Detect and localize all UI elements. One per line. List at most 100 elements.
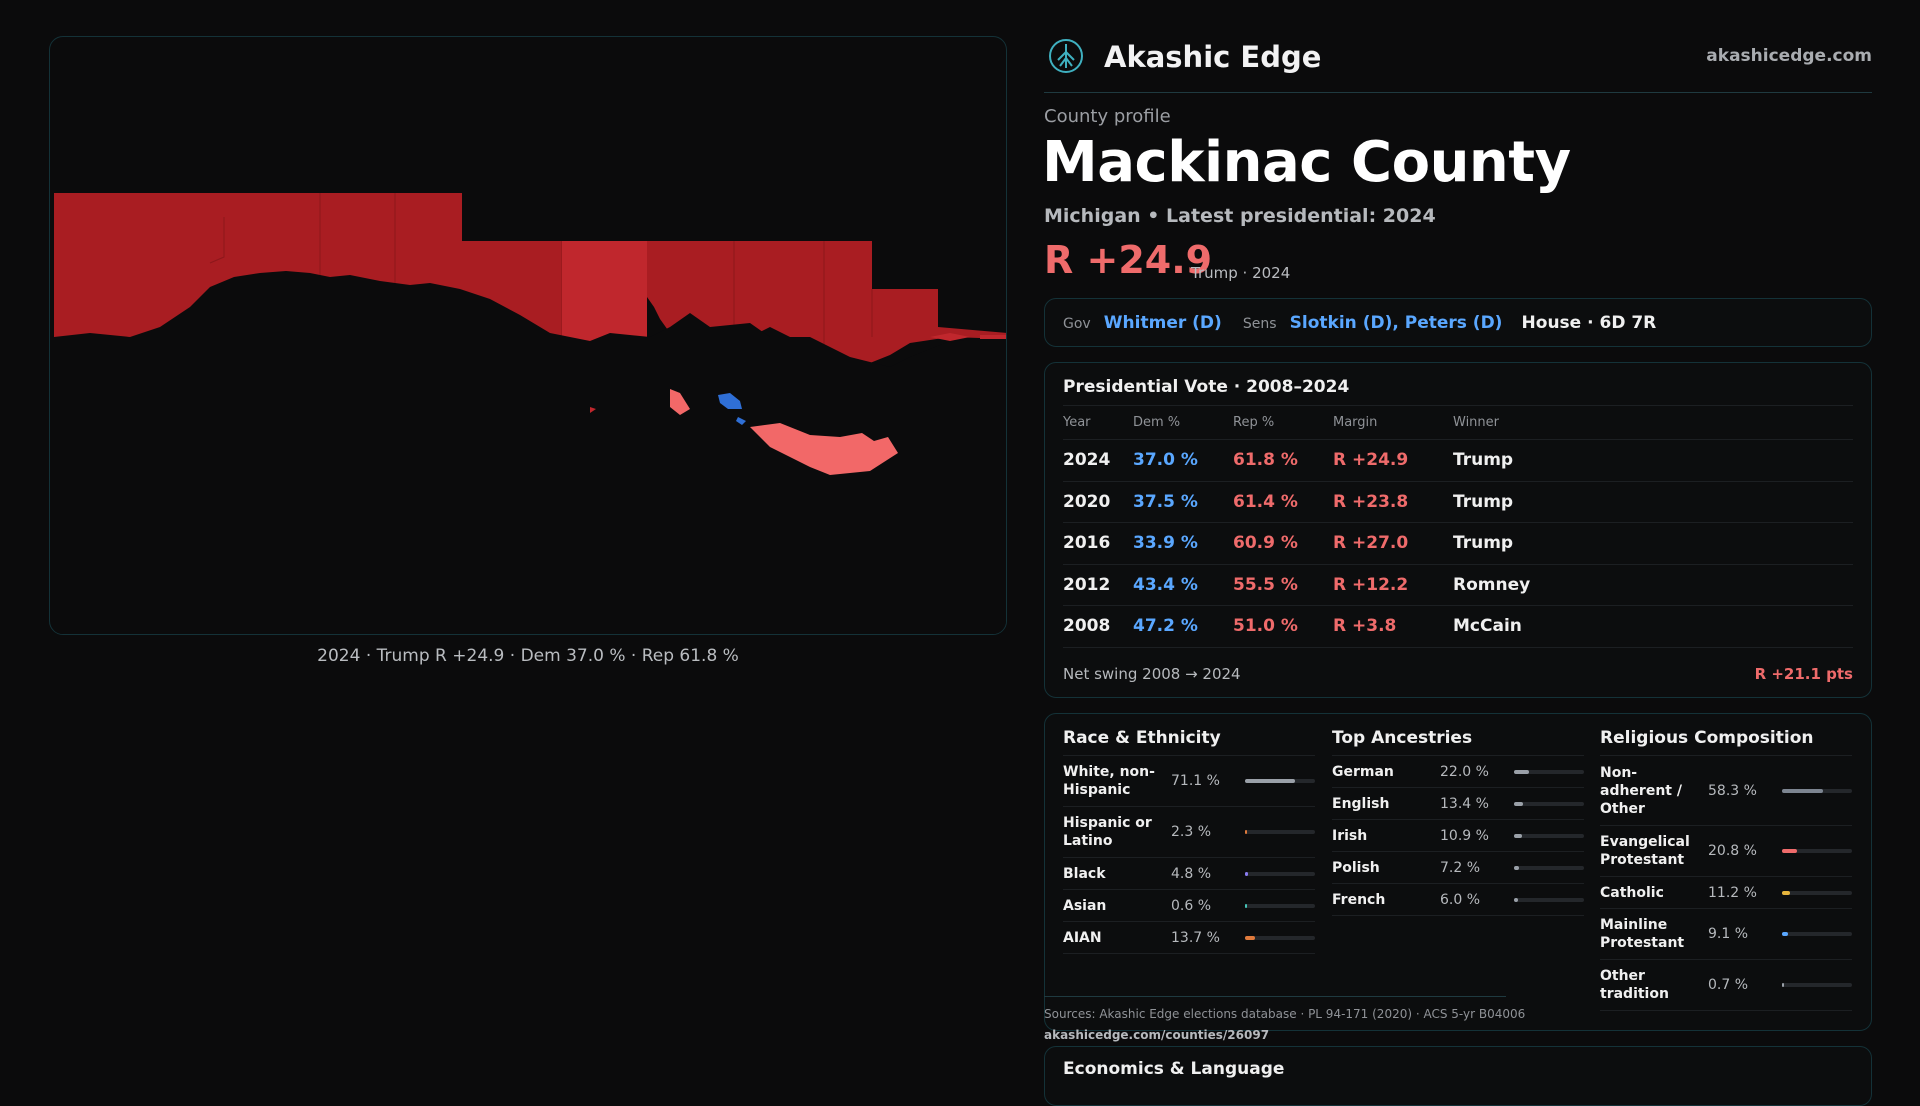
officials-row: Gov Whitmer (D) Sens Slotkin (D), Peters… <box>1063 313 1656 333</box>
row-winner: Trump <box>1453 522 1853 565</box>
race-label: White, non-Hispanic <box>1063 764 1155 798</box>
religion-bar <box>1782 983 1852 987</box>
ancestry-row[interactable]: English 13.4 % <box>1332 788 1584 820</box>
row-dem: 37.0 % <box>1133 439 1233 482</box>
col-year[interactable]: Year <box>1063 405 1133 440</box>
religion-bar <box>1782 890 1852 895</box>
race-bar <box>1245 935 1315 940</box>
religion-bar-fill <box>1782 983 1784 987</box>
table-row[interactable]: 2012 43.4 % 55.5 % R +12.2 Romney <box>1063 564 1853 606</box>
presidential-title: Presidential Vote · 2008–2024 <box>1063 377 1350 397</box>
col-rep[interactable]: Rep % <box>1233 405 1333 440</box>
row-margin: R +3.8 <box>1333 605 1453 648</box>
ancestry-label: German <box>1332 763 1394 780</box>
ancestry-row[interactable]: German 22.0 % <box>1332 756 1584 788</box>
map-st-ignace[interactable] <box>670 389 690 415</box>
religion-row[interactable]: Catholic 11.2 % <box>1600 877 1852 909</box>
map-caption: 2024 · Trump R +24.9 · Dem 37.0 % · Rep … <box>317 646 739 666</box>
ancestry-bar-fill <box>1514 801 1524 806</box>
ancestry-value: 7.2 % <box>1440 859 1481 876</box>
row-year: 2024 <box>1063 439 1133 482</box>
religion-value: 58.3 % <box>1708 782 1757 799</box>
religion-row[interactable]: Evangelical Protestant 20.8 % <box>1600 826 1852 877</box>
race-bar-fill <box>1245 903 1247 908</box>
row-winner: Trump <box>1453 439 1853 482</box>
religion-value: 20.8 % <box>1708 843 1757 859</box>
religion-row[interactable]: Non-adherent / Other 58.3 % <box>1600 756 1852 826</box>
county-map-panel[interactable] <box>49 36 1007 635</box>
ancestry-bar-fill <box>1514 833 1522 838</box>
ancestry-label: Irish <box>1332 827 1368 844</box>
race-row[interactable]: Asian 0.6 % <box>1063 890 1315 922</box>
ancestry-label: French <box>1332 891 1386 908</box>
row-year: 2016 <box>1063 522 1133 565</box>
race-label: Hispanic or Latino <box>1063 815 1152 849</box>
ancestry-value: 22.0 % <box>1440 763 1489 780</box>
row-year: 2020 <box>1063 481 1133 523</box>
row-margin: R +12.2 <box>1333 564 1453 606</box>
page-title: Mackinac County <box>1042 130 1571 195</box>
col-dem[interactable]: Dem % <box>1133 405 1233 440</box>
senators-link[interactable]: Slotkin (D), Peters (D) <box>1289 313 1503 333</box>
governor-link[interactable]: Whitmer (D) <box>1103 313 1222 333</box>
race-bar <box>1245 871 1315 876</box>
net-swing-label: Net swing 2008 → 2024 <box>1063 665 1241 683</box>
religion-row[interactable]: Other tradition 0.7 % <box>1600 960 1852 1011</box>
race-row[interactable]: AIAN 13.7 % <box>1063 922 1315 954</box>
ancestry-bar <box>1514 769 1584 774</box>
table-row[interactable]: 2008 47.2 % 51.0 % R +3.8 McCain <box>1063 605 1853 648</box>
tree-globe-icon[interactable] <box>1048 38 1084 74</box>
row-dem: 33.9 % <box>1133 522 1233 565</box>
latest-margin: R +24.9 <box>1044 238 1213 282</box>
map-mackinac-island[interactable] <box>718 393 742 409</box>
race-value: 13.7 % <box>1171 929 1220 946</box>
ancestry-row[interactable]: French 6.0 % <box>1332 884 1584 916</box>
site-link[interactable]: akashicedge.com <box>1706 46 1872 66</box>
row-dem: 43.4 % <box>1133 564 1233 606</box>
sources-divider <box>1044 996 1506 997</box>
col-winner[interactable]: Winner <box>1453 405 1853 440</box>
race-column: Race & Ethnicity White, non-Hispanic 71.1… <box>1063 728 1315 954</box>
table-header-row: Year Dem % Rep % Margin Winner <box>1063 405 1853 440</box>
table-row[interactable]: 2016 33.9 % 60.9 % R +27.0 Trump <box>1063 522 1853 565</box>
race-bar-fill <box>1245 779 1295 783</box>
row-rep: 61.4 % <box>1233 481 1333 523</box>
sources-text: Sources: Akashic Edge elections database… <box>1044 1007 1526 1021</box>
ancestry-row[interactable]: Irish 10.9 % <box>1332 820 1584 852</box>
ancestry-row[interactable]: Polish 7.2 % <box>1332 852 1584 884</box>
race-label: Asian <box>1063 897 1107 914</box>
race-row[interactable]: White, non-Hispanic 71.1 % <box>1063 756 1315 807</box>
race-row[interactable]: Black 4.8 % <box>1063 858 1315 890</box>
table-row[interactable]: 2024 37.0 % 61.8 % R +24.9 Trump <box>1063 439 1853 482</box>
gov-label: Gov <box>1063 316 1091 332</box>
ancestry-bar <box>1514 833 1584 838</box>
religion-bar <box>1782 932 1852 936</box>
religion-label: Evangelical Protestant <box>1600 834 1690 868</box>
eyebrow-label: County profile <box>1044 106 1171 127</box>
religion-label: Catholic <box>1600 884 1664 901</box>
map-cheboygan-shore[interactable] <box>750 423 898 475</box>
row-margin: R +24.9 <box>1333 439 1453 482</box>
religion-title: Religious Composition <box>1600 728 1852 756</box>
sources-url[interactable]: akashicedge.com/counties/26097 <box>1044 1028 1270 1042</box>
col-margin[interactable]: Margin <box>1333 405 1453 440</box>
religion-column: Religious Composition Non-adherent / Oth… <box>1600 728 1852 1011</box>
county-map[interactable] <box>50 37 1007 635</box>
race-title: Race & Ethnicity <box>1063 728 1315 756</box>
religion-bar <box>1782 788 1852 793</box>
row-winner: Romney <box>1453 564 1853 606</box>
race-label: Black <box>1063 865 1106 882</box>
row-rep: 61.8 % <box>1233 439 1333 482</box>
brand-name[interactable]: Akashic Edge <box>1104 40 1322 74</box>
map-bois-blanc-island[interactable] <box>736 417 746 425</box>
row-dem: 37.5 % <box>1133 481 1233 523</box>
row-dem: 47.2 % <box>1133 605 1233 648</box>
religion-label: Non-adherent / Other <box>1600 764 1682 817</box>
row-rep: 55.5 % <box>1233 564 1333 606</box>
ancestry-bar <box>1514 897 1584 902</box>
presidential-vote-card: Presidential Vote · 2008–2024 Year Dem %… <box>1044 362 1872 698</box>
race-row[interactable]: Hispanic or Latino 2.3 % <box>1063 807 1315 858</box>
religion-row[interactable]: Mainline Protestant 9.1 % <box>1600 909 1852 960</box>
table-row[interactable]: 2020 37.5 % 61.4 % R +23.8 Trump <box>1063 481 1853 523</box>
religion-bar <box>1782 849 1852 853</box>
